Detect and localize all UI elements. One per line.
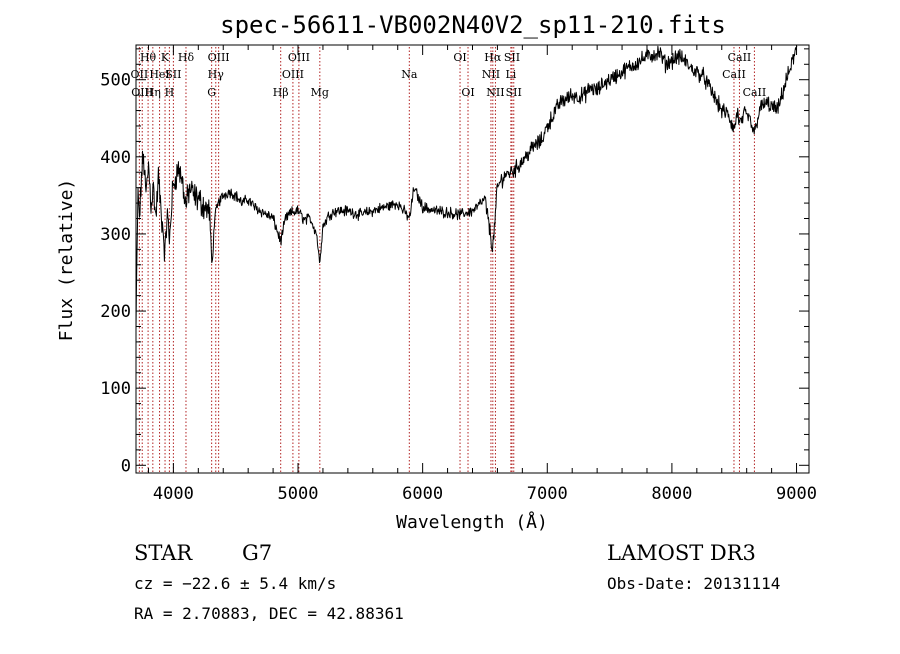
plot-frame bbox=[135, 44, 810, 474]
y-tick-label-5: 500 bbox=[100, 71, 131, 91]
line-label-3: Hη bbox=[145, 86, 161, 99]
line-label-18: OI bbox=[461, 86, 474, 99]
y-tick-label-2: 200 bbox=[100, 302, 131, 322]
line-label-26: CaII bbox=[722, 68, 746, 81]
line-label-9: OIII bbox=[208, 51, 230, 64]
x-tick-label-5: 9000 bbox=[776, 484, 817, 504]
line-label-11: G bbox=[207, 86, 216, 99]
y-tick-label-3: 300 bbox=[100, 225, 131, 245]
line-label-10: Hγ bbox=[208, 68, 225, 81]
line-label-0: Hθ bbox=[140, 51, 157, 64]
chart-title: spec-56611-VB002N40V2_sp11-210.fits bbox=[220, 11, 726, 39]
sky-coordinates: RA = 2.70883, DEC = 42.88361 bbox=[134, 604, 404, 623]
line-label-8: Hδ bbox=[178, 51, 195, 64]
line-label-25: CaII bbox=[728, 51, 752, 64]
y-axis-label: Flux (relative) bbox=[56, 179, 77, 342]
line-label-24: SII bbox=[506, 86, 522, 99]
line-label-19: Hα bbox=[484, 51, 502, 64]
line-label-15: Mg bbox=[311, 86, 329, 99]
line-label-22: SII bbox=[504, 51, 520, 64]
line-label-16: Na bbox=[401, 68, 418, 81]
survey-name: LAMOST DR3 bbox=[607, 541, 756, 565]
x-tick-label-0: 4000 bbox=[153, 484, 194, 504]
spectrum-line bbox=[135, 45, 798, 330]
line-label-6: SII bbox=[165, 68, 181, 81]
x-axis: 4000 5000 6000 7000 8000 9000 bbox=[147, 45, 817, 504]
redshift-readout: cz = −22.6 ± 5.4 km/s bbox=[134, 574, 336, 593]
x-axis-label: Wavelength (Å) bbox=[396, 511, 548, 533]
line-label-13: OIII bbox=[288, 51, 310, 64]
x-tick-label-1: 5000 bbox=[278, 484, 319, 504]
line-label-4: HeI bbox=[149, 68, 169, 81]
x-tick-label-2: 6000 bbox=[402, 484, 443, 504]
x-tick-label-4: 8000 bbox=[651, 484, 692, 504]
line-label-21: NII bbox=[486, 86, 504, 99]
line-label-27: CaII bbox=[743, 86, 767, 99]
line-label-12: Hβ bbox=[273, 86, 289, 99]
line-label-17: OI bbox=[453, 51, 466, 64]
line-label-14: OIII bbox=[282, 68, 304, 81]
line-label-1: OII bbox=[131, 68, 149, 81]
x-tick-label-3: 7000 bbox=[527, 484, 568, 504]
y-tick-label-4: 400 bbox=[100, 148, 131, 168]
line-label-5: K bbox=[161, 51, 170, 64]
line-label-23: Li bbox=[505, 68, 516, 81]
y-tick-label-1: 100 bbox=[100, 379, 131, 399]
line-label-2: OIII bbox=[131, 86, 153, 99]
y-axis: 0 100 200 300 400 500 bbox=[100, 48, 809, 476]
line-label-7: H bbox=[165, 86, 175, 99]
line-label-20: NII bbox=[482, 68, 500, 81]
emission-line-markers bbox=[138, 47, 755, 473]
y-tick-label-0: 0 bbox=[121, 456, 131, 476]
object-class: STAR bbox=[134, 541, 193, 565]
observation-date: Obs-Date: 20131114 bbox=[607, 574, 780, 593]
object-subclass: G7 bbox=[242, 541, 272, 565]
